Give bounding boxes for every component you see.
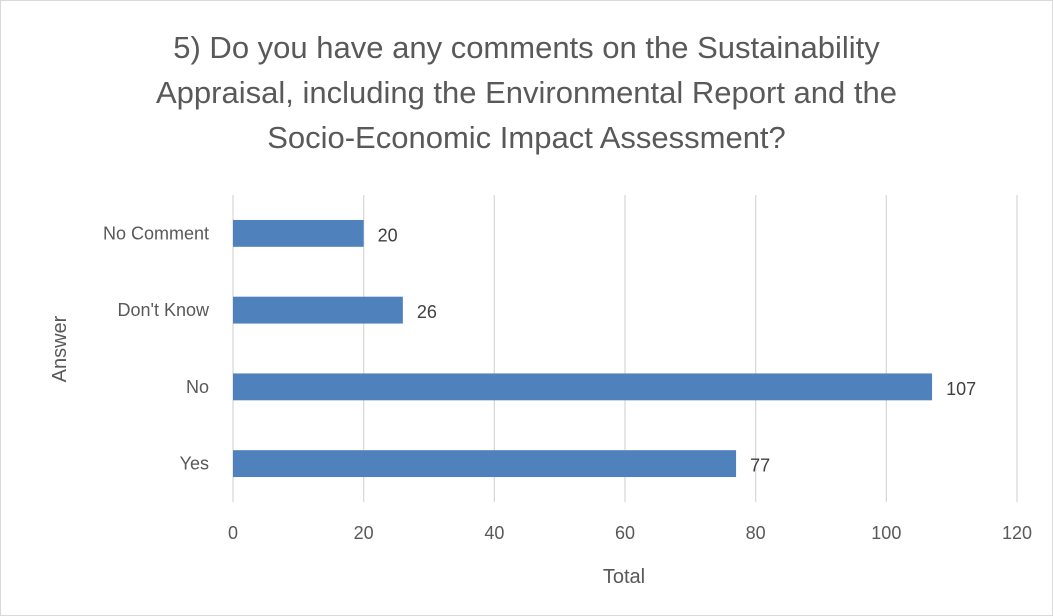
bar-value-label: 77 <box>750 456 770 476</box>
x-tick-label: 40 <box>484 523 504 543</box>
labels: 0 20 40 60 80 100 120 No Comment 20 Don't Know 26 N… <box>103 223 1032 543</box>
y-category-label: Don't Know <box>118 300 210 320</box>
chart-title: 5) Do you have any comments on the Susta… <box>61 25 992 160</box>
x-tick-label: 100 <box>871 523 901 543</box>
y-category-label: No Comment <box>103 223 209 243</box>
y-axis-title: Answer <box>49 315 71 382</box>
bar-value-label: 26 <box>417 302 437 322</box>
bar <box>233 450 737 478</box>
bar-value-label: 107 <box>946 379 976 399</box>
bar <box>233 373 933 401</box>
bar <box>233 219 364 247</box>
bar-value-label: 20 <box>378 225 398 245</box>
x-tick-label: 20 <box>354 523 374 543</box>
x-tick-label: 0 <box>228 523 238 543</box>
x-tick-label: 120 <box>1002 523 1032 543</box>
bar <box>233 296 403 324</box>
y-category-label: Yes <box>180 454 209 474</box>
chart-title-line-1: 5) Do you have any comments on the Susta… <box>173 30 880 65</box>
x-tick-label: 60 <box>615 523 635 543</box>
y-category-label: No <box>186 377 209 397</box>
bars <box>233 219 933 478</box>
x-tick-label: 80 <box>746 523 766 543</box>
chart-title-line-3: Socio-Economic Impact Assessment? <box>267 120 786 155</box>
x-axis-title: Total <box>603 566 645 588</box>
chart-title-line-2: Appraisal, including the Environmental R… <box>155 75 897 110</box>
